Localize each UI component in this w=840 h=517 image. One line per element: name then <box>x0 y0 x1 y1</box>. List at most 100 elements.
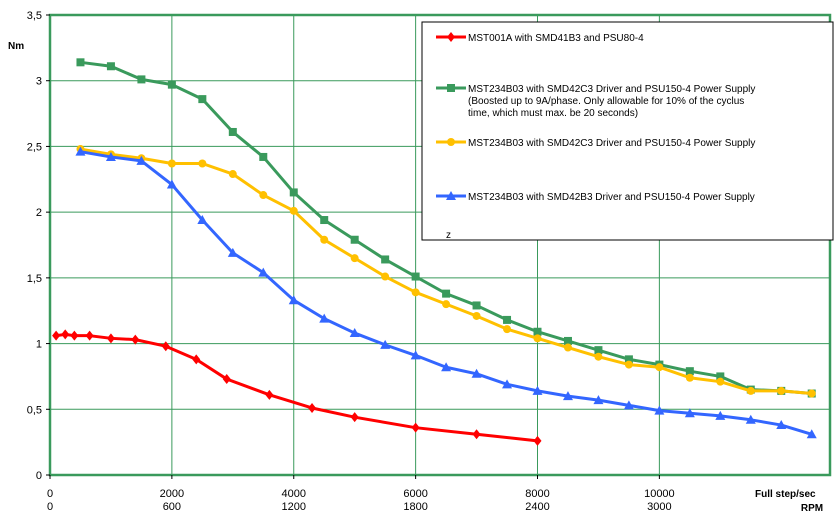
legend-label-2: MST234B03 with SMD42C3 Driver and PSU150… <box>468 84 755 95</box>
data-point-s4 <box>166 179 177 189</box>
data-point-s2 <box>442 289 451 298</box>
data-point-s2 <box>381 255 390 264</box>
data-point-s3 <box>289 206 298 215</box>
data-point-s3 <box>655 363 664 372</box>
axis-layer: Nm Full step/sec RPM 0 0,5 1 1,5 2 2,5 3 3,5 0 20… <box>8 10 823 514</box>
data-point-s1 <box>222 374 231 385</box>
data-point-s2 <box>411 272 420 281</box>
legend-swatch-marker-2 <box>447 84 455 92</box>
y-tick-label: 2,5 <box>27 141 42 153</box>
x-tick-label: 8000 <box>525 488 549 500</box>
data-point-s4 <box>319 313 330 323</box>
data-point-s3 <box>685 373 694 382</box>
y-tick-label: 3 <box>36 76 42 88</box>
data-point-s4 <box>380 339 391 349</box>
data-point-s2 <box>503 315 512 324</box>
data-point-s4 <box>806 429 817 439</box>
data-point-s3 <box>563 343 572 352</box>
data-point-s3 <box>381 272 390 281</box>
data-point-s2 <box>289 188 298 197</box>
y-tick-label: 1,5 <box>27 273 42 285</box>
data-point-s4 <box>562 391 573 401</box>
legend-swatch-marker-3 <box>447 138 455 146</box>
data-point-s3 <box>716 377 725 386</box>
data-point-s4 <box>776 420 787 430</box>
data-point-s4 <box>745 414 756 424</box>
data-point-s3 <box>594 352 603 361</box>
data-point-s2 <box>594 346 603 355</box>
data-point-s2 <box>563 336 572 345</box>
data-point-s1 <box>533 435 542 446</box>
data-point-s2 <box>137 75 146 84</box>
data-point-s1 <box>131 334 140 345</box>
data-point-s3 <box>442 300 451 309</box>
data-point-s2 <box>685 367 694 376</box>
data-point-s1 <box>52 330 61 341</box>
data-point-s4 <box>258 267 269 277</box>
data-point-s1 <box>265 389 274 400</box>
data-point-s3 <box>807 389 816 398</box>
data-point-s3 <box>777 386 786 395</box>
legend-label-4: MST234B03 with SMD42B3 Driver and PSU150… <box>468 192 755 203</box>
data-point-s3 <box>472 311 481 320</box>
data-point-s2 <box>624 355 633 364</box>
data-point-s2 <box>76 58 85 67</box>
data-point-s2 <box>259 152 268 161</box>
data-point-s2 <box>716 372 725 381</box>
legend-label-3: MST234B03 with SMD42C3 Driver and PSU150… <box>468 138 755 149</box>
data-point-s1 <box>192 354 201 365</box>
x2-tick-label: 1200 <box>282 501 306 512</box>
data-point-s4 <box>502 379 513 389</box>
data-point-s2 <box>106 62 115 71</box>
data-point-s4 <box>532 385 543 395</box>
data-point-s3 <box>533 334 542 343</box>
data-point-s1 <box>350 412 359 423</box>
data-point-s4 <box>197 215 208 225</box>
data-point-s1 <box>61 329 70 340</box>
plot-frame <box>48 13 832 477</box>
data-point-s3 <box>624 360 633 369</box>
x-tick-label: 0 <box>47 488 53 500</box>
data-point-s1 <box>70 330 79 341</box>
data-point-s4 <box>654 405 665 415</box>
legend-label-2: (Boosted up to 9A/phase. Only allowable … <box>468 96 744 107</box>
legend: z MST001A with SMD41B3 and PSU80-4 MST234… <box>421 21 834 241</box>
data-point-s3 <box>259 191 268 200</box>
data-point-s1 <box>308 402 317 413</box>
data-point-s3 <box>503 325 512 334</box>
data-point-s4 <box>715 410 726 420</box>
data-point-s4 <box>105 151 116 161</box>
data-point-s4 <box>593 395 604 405</box>
data-point-s1 <box>106 333 115 344</box>
legend-label-1: MST001A with SMD41B3 and PSU80-4 <box>468 33 644 44</box>
legend-label-2: time, which must max. be 20 seconds) <box>468 108 638 119</box>
x-tick-label: 2000 <box>160 488 184 500</box>
x-tick-label: 10000 <box>644 488 675 500</box>
data-point-s2 <box>472 301 481 310</box>
data-point-s1 <box>85 330 94 341</box>
x2-tick-label: 600 <box>163 501 181 512</box>
data-point-s3 <box>350 254 359 263</box>
data-point-s4 <box>471 368 482 378</box>
y-tick-label: 2 <box>36 207 42 219</box>
data-point-s4 <box>75 146 86 156</box>
x-tick-label: 6000 <box>403 488 427 500</box>
legend-swatch-marker-1 <box>447 32 455 42</box>
x-tick-label: 4000 <box>282 488 306 500</box>
data-point-s3 <box>746 386 755 395</box>
legend-box <box>421 21 834 241</box>
data-point-s3 <box>228 170 237 179</box>
data-point-s2 <box>228 127 237 136</box>
data-point-s3 <box>198 159 207 168</box>
x2-tick-label: 2400 <box>525 501 549 512</box>
grid-layer <box>48 13 832 477</box>
y-tick-label: 1 <box>36 339 42 351</box>
data-point-s1 <box>161 341 170 352</box>
y-tick-label: 0,5 <box>27 404 42 416</box>
x2-tick-label: 3000 <box>647 501 671 512</box>
x2-axis-label: RPM <box>801 503 823 512</box>
data-point-s2 <box>198 95 207 104</box>
data-point-s1 <box>472 429 481 440</box>
